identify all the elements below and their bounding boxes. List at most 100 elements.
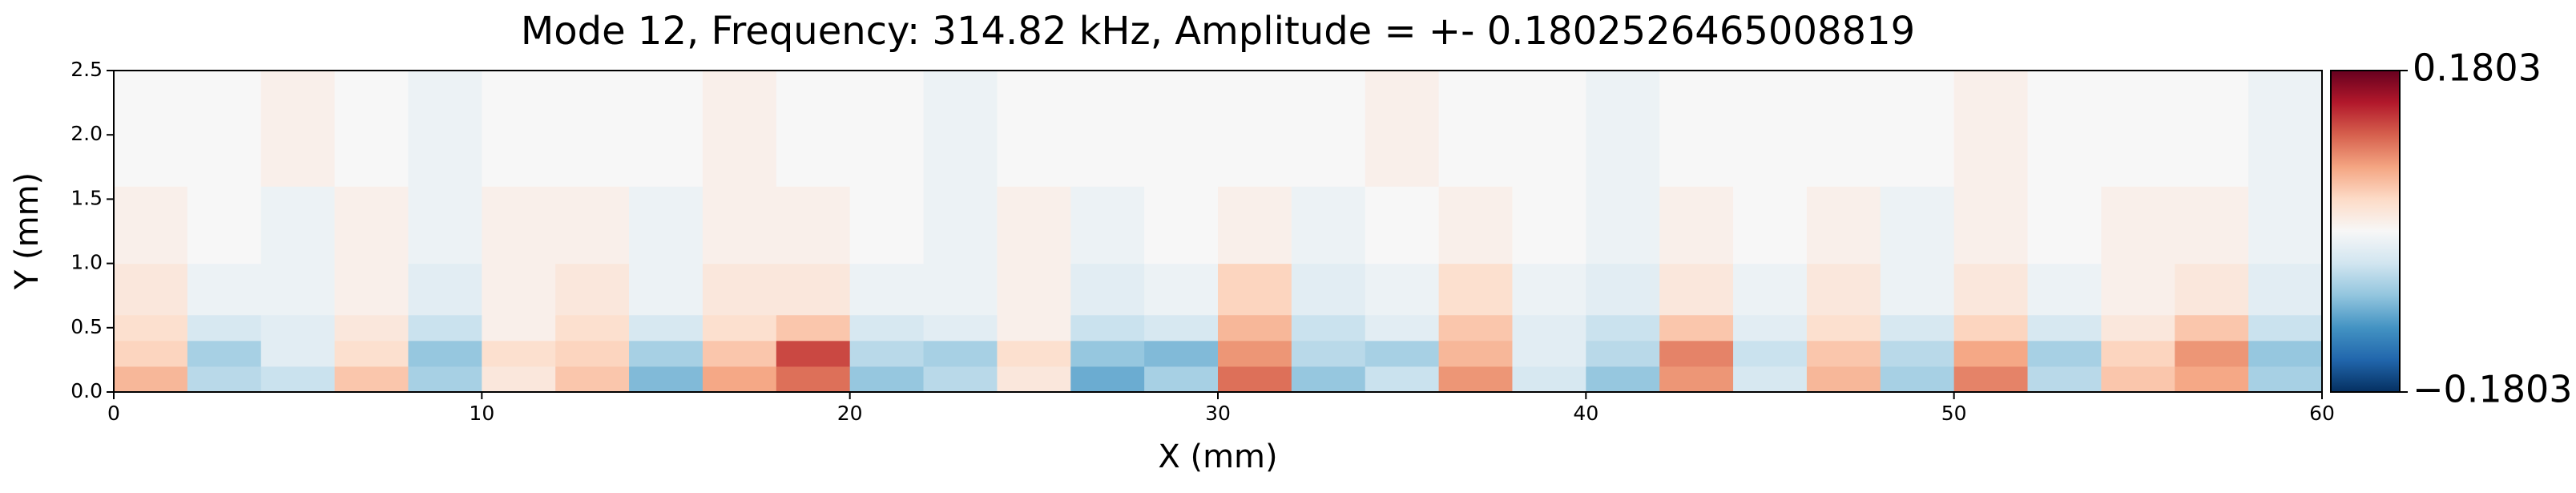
heatmap-cell: [629, 366, 703, 393]
heatmap-cell: [1586, 263, 1660, 316]
heatmap-cell: [1365, 340, 1440, 367]
heatmap-cell: [702, 314, 777, 341]
heatmap-cell: [849, 314, 925, 341]
heatmap-cell: [2248, 366, 2323, 393]
x-tick-label: 60: [2309, 402, 2335, 425]
heatmap-cell: [1144, 340, 1219, 367]
heatmap-cell: [629, 314, 703, 341]
y-tick-label: 0.5: [71, 315, 103, 338]
heatmap-cell: [187, 314, 262, 341]
heatmap-cell: [1806, 340, 1881, 367]
heatmap-cell: [1586, 186, 1660, 265]
heatmap-cell: [1733, 366, 1808, 393]
heatmap-cell: [923, 186, 998, 265]
heatmap-cell: [923, 314, 998, 341]
heatmap-cell: [629, 263, 703, 316]
heatmap-cell: [1438, 71, 1513, 187]
heatmap-cell: [114, 186, 188, 265]
heatmap-cell: [1512, 263, 1586, 316]
heatmap-cell: [1218, 366, 1292, 393]
heatmap-cell: [2101, 71, 2175, 187]
heatmap-cell: [1218, 340, 1292, 367]
heatmap-cell: [2175, 366, 2249, 393]
y-axis-label: Y (mm): [9, 172, 46, 290]
heatmap-cell: [1144, 186, 1219, 265]
heatmap-cell: [555, 71, 630, 187]
x-tick-label: 50: [1941, 402, 1967, 425]
heatmap-cell: [1953, 263, 2029, 316]
heatmap-cell: [1733, 71, 1808, 187]
y-tick-label: 2.0: [71, 122, 103, 145]
heatmap-cell: [1070, 186, 1145, 265]
heatmap-cell: [482, 71, 556, 187]
x-axis-label: X (mm): [1158, 438, 1277, 475]
heatmap-cell: [1953, 71, 2029, 187]
heatmap-cell: [1733, 263, 1808, 316]
heatmap-cell: [702, 263, 777, 316]
heatmap-cell: [1512, 186, 1586, 265]
heatmap-cell: [2027, 340, 2102, 367]
heatmap-cell: [923, 366, 998, 393]
heatmap-cell: [1659, 366, 1734, 393]
heatmap-cell: [260, 340, 336, 367]
heatmap-cell: [2101, 340, 2175, 367]
heatmap-cell: [1365, 366, 1440, 393]
heatmap-cell: [187, 340, 262, 367]
heatmap-cell: [997, 340, 1071, 367]
heatmap-cell: [482, 314, 556, 341]
heatmap-cell: [1806, 314, 1881, 341]
heatmap-cell: [187, 71, 262, 187]
heatmap-cell: [776, 186, 851, 265]
heatmap-cell: [1070, 263, 1145, 316]
heatmap-cell: [408, 340, 482, 367]
heatmap-cell: [334, 340, 409, 367]
heatmap-cell: [702, 340, 777, 367]
heatmap-cell: [114, 71, 188, 187]
y-tick-label: 0.0: [71, 379, 103, 402]
heatmap-cell: [1218, 71, 1292, 187]
heatmap-cell: [1144, 263, 1219, 316]
heatmap-cell: [2175, 71, 2249, 187]
heatmap-cell: [482, 263, 556, 316]
heatmap-cell: [1291, 366, 1366, 393]
heatmap-cell: [702, 366, 777, 393]
heatmap-cell: [1586, 71, 1660, 187]
heatmap-cell: [260, 71, 336, 187]
heatmap-cell: [1880, 71, 1955, 187]
heatmap-cell: [2248, 314, 2323, 341]
heatmap-cell: [408, 366, 482, 393]
heatmap-cell: [849, 263, 925, 316]
heatmap-cell: [849, 71, 925, 187]
x-tick-label: 10: [469, 402, 494, 425]
heatmap-cell: [2248, 186, 2323, 265]
heatmap-cell: [776, 340, 851, 367]
heatmap-cell: [408, 263, 482, 316]
heatmap-cell: [2175, 314, 2249, 341]
heatmap-cell: [2027, 71, 2102, 187]
heatmap-cell: [334, 366, 409, 393]
x-tick-label: 0: [107, 402, 120, 425]
heatmap-cell: [1512, 71, 1586, 187]
heatmap-cell: [2248, 263, 2323, 316]
heatmap-cell: [1070, 340, 1145, 367]
heatmap-cell: [1438, 314, 1513, 341]
heatmap-cell: [2175, 263, 2249, 316]
heatmap-cell: [1880, 263, 1955, 316]
heatmap-cell: [997, 186, 1071, 265]
heatmap-cell: [923, 71, 998, 187]
heatmap-cell: [1586, 314, 1660, 341]
heatmap-cell: [555, 186, 630, 265]
heatmap-cell: [1953, 366, 2029, 393]
heatmap-cell: [997, 71, 1071, 187]
heatmap-cell: [334, 71, 409, 187]
heatmap-cell: [187, 263, 262, 316]
heatmap-cell: [629, 71, 703, 187]
heatmap-cell: [1733, 314, 1808, 341]
heatmap-cell: [1070, 366, 1145, 393]
heatmap-cell: [1880, 186, 1955, 265]
x-tick-label: 40: [1573, 402, 1598, 425]
heatmap-cell: [114, 366, 188, 393]
heatmap-cell: [776, 71, 851, 187]
heatmap-cell: [702, 71, 777, 187]
